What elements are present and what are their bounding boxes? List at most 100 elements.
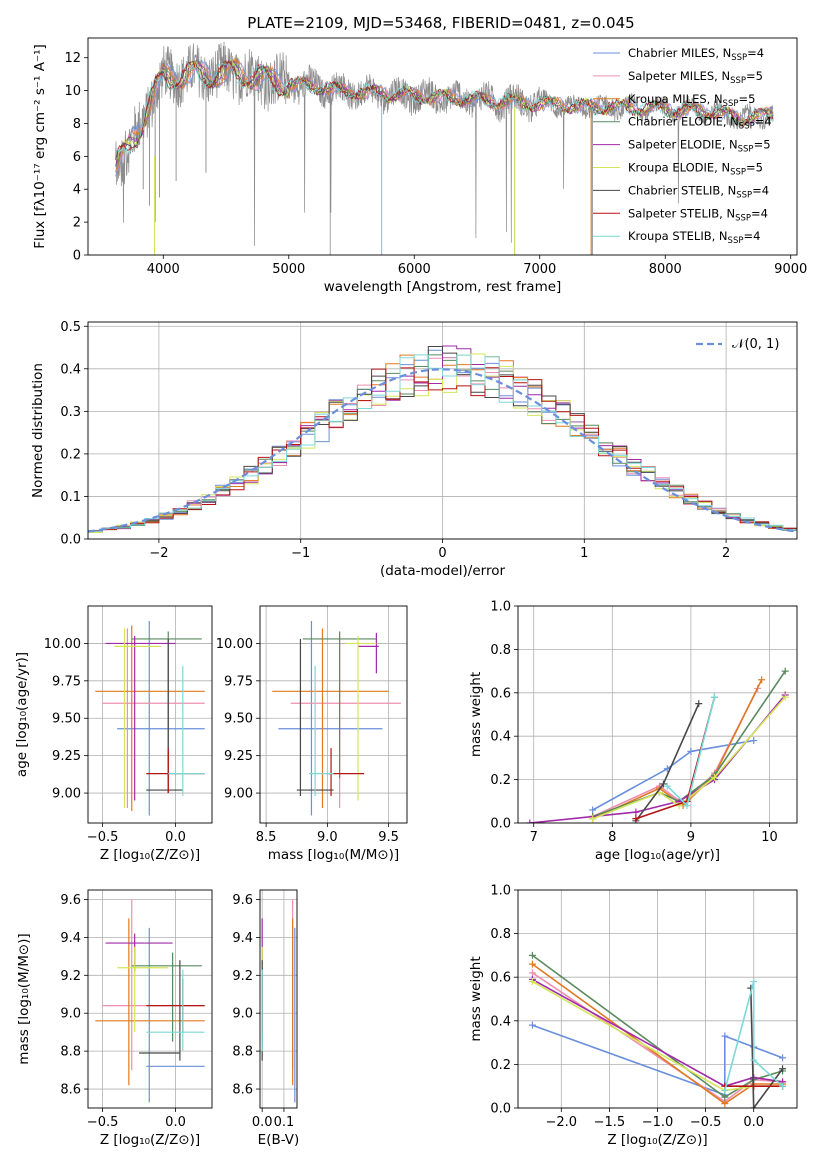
mw_age-frame [517,605,798,824]
residuals-plot-area [88,345,797,533]
legend-entry-tail: =4 [752,183,769,197]
legend-entry-sub: SSP [723,99,739,109]
legend-entry-sub: SSP [736,190,752,200]
mass-weight-marker [663,782,671,790]
mass-weight-line-1 [592,688,759,818]
mw_age-ytick-label: 0.4 [490,730,511,745]
legend-entry: Chabrier STELIB, NSSP=4 [628,183,769,200]
legend-entry-main: Chabrier STELIB, N [628,183,736,197]
mass-weight-marker [528,978,536,986]
age_z-ytick-label: 9.50 [52,712,81,727]
mass_z-ytick-label: 8.6 [60,1083,81,1098]
mass_z-ytick-label: 9.4 [60,931,81,946]
mass_ebv-ytick-label: 9.0 [232,1007,253,1022]
residuals-xtick-label: 1 [580,546,588,561]
mw_z-xtick-label: −1.0 [642,1115,674,1130]
residuals-xlabel: (data-model)/error [380,563,506,579]
legend-entry-tail: =5 [746,161,763,175]
residuals-ylabel: Normed distribution [30,363,46,498]
age_mass-ytick-label: 9.75 [224,674,253,689]
residuals-ytick-label: 0.1 [60,490,81,505]
legend-entry: Chabrier MILES, NSSP=4 [628,46,764,63]
mass_z-plot-area [95,899,205,1103]
mass-weight-marker [528,951,536,959]
legend-entry: Salpeter STELIB, NSSP=4 [628,206,768,223]
mass_ebv-ytick-label: 8.6 [232,1083,253,1098]
mass-weight-line-0 [592,739,754,811]
mw_z-xtick-label: −0.5 [690,1115,722,1130]
mass-weight-marker [683,802,691,810]
mass-weight-marker [528,969,536,977]
spectrum-xtick-label: 8000 [649,262,682,277]
mw_age-xtick-label: 10 [761,830,778,845]
mass-weight-marker [721,1087,729,1095]
mw_z-ytick-label: 0.8 [490,927,511,942]
mass_z-ytick-label: 9.2 [60,969,81,984]
mass_ebv-plot-area [261,899,296,1103]
mass-weight-line-4 [532,978,783,1088]
residual-histogram-8 [88,354,797,532]
mass_z-ytick-label: 9.0 [60,1007,81,1022]
legend-entry-tail: =4 [755,115,772,129]
legend-entry-tail: =4 [743,229,760,243]
mw_age-ytick-label: 1.0 [490,600,511,615]
mass-weight-marker [779,1054,787,1062]
spectrum-ytick-label: 6 [73,150,81,165]
mass-weight-line-6 [635,703,700,822]
mass_z-ytick-label: 8.8 [60,1045,81,1060]
mass-weight-marker [632,808,640,816]
mw_age-xtick-label: 7 [530,830,538,845]
spectrum-xtick-label: 9000 [774,262,807,277]
residuals-ytick-label: 0.0 [60,533,81,548]
age_z-ytick-label: 9.00 [52,787,81,802]
legend-entry-tail: =4 [747,46,764,60]
age_mass-plot-area [272,620,401,816]
age_z-ylabel: age [log₁₀(age/yr)] [14,652,30,777]
mass_ebv-ytick-label: 9.4 [232,931,253,946]
mass_z-ylabel: mass [log₁₀(M/M⊙)] [16,933,32,1064]
mass-weight-marker [750,1056,758,1064]
spectrum-axes: 4000 5000 6000 7000 8000 9000 0 2 4 6 8 10 12 wavelen… [32,37,807,295]
spectrum-ytick-label: 12 [64,51,81,66]
mass_z-axes: −0.5 0.0 8.6 8.8 9.0 9.2 9.4 9.6 Z [log₁₀(Z/Z⊙)]… [16,889,213,1148]
legend-entry-tail: =5 [738,92,755,106]
mw_z-ytick-label: 0.0 [490,1102,511,1117]
mw_z-xtick-label: −2.0 [546,1115,578,1130]
mass-weight-marker [781,667,789,675]
age_mass-ytick-label: 9.50 [224,712,253,727]
residuals-ytick-label: 0.3 [60,405,81,420]
legend-entry-sub: SSP [730,168,746,178]
residuals-xtick-label: −1 [291,546,310,561]
age_z-xtick-label: −0.5 [87,830,119,845]
mass_z-xlabel: Z [log₁₀(Z/Z⊙)] [100,1132,200,1148]
mass-weight-line-1 [531,972,783,1103]
mass-weight-line-8 [724,981,784,1091]
residuals-axes: −2 −1 0 1 2 0.0 0.1 0.2 0.3 0.4 0.5 (data-model)/er… [30,320,798,579]
age_mass-axes: 8.5 9.0 9.5 9.00 9.25 9.50 9.75 10.00 mass [log₁… [216,605,408,863]
legend-entry-sub: SSP [731,53,747,63]
mass-weight-marker [589,815,597,823]
spectrum-ytick-label: 10 [64,84,81,99]
legend-entry: Kroupa ELODIE, NSSP=5 [628,161,763,178]
mass-weight-marker [781,693,789,701]
mass-weight-marker [721,1093,729,1101]
mw_z-xtick-label: 0.0 [743,1115,764,1130]
mass_ebv-xlabel: E(B-V) [258,1132,300,1148]
mass_ebv-ytick-label: 8.8 [232,1045,253,1060]
mw_age-ytick-label: 0.8 [490,643,511,658]
mass-weight-marker [721,1100,729,1108]
mw_z-ytick-label: 0.6 [490,971,511,986]
mw_z-ylabel: mass weight [468,956,484,1041]
mw_age-plot-area [526,667,789,823]
mw_age-xtick-label: 9 [687,830,695,845]
model-spectrum-line-8 [115,62,774,156]
legend-entry-main: Kroupa STELIB, N [628,229,728,243]
mw_age-ylabel: mass weight [468,672,484,757]
figure-title: PLATE=2109, MJD=53468, FIBERID=0481, z=0… [247,14,634,32]
spectrum-ytick-label: 4 [73,183,81,198]
mass-weight-marker [659,780,667,788]
legend-entry-sub: SSP [739,122,755,132]
mass-weight-marker [710,773,718,781]
mass-weight-marker [758,676,766,684]
